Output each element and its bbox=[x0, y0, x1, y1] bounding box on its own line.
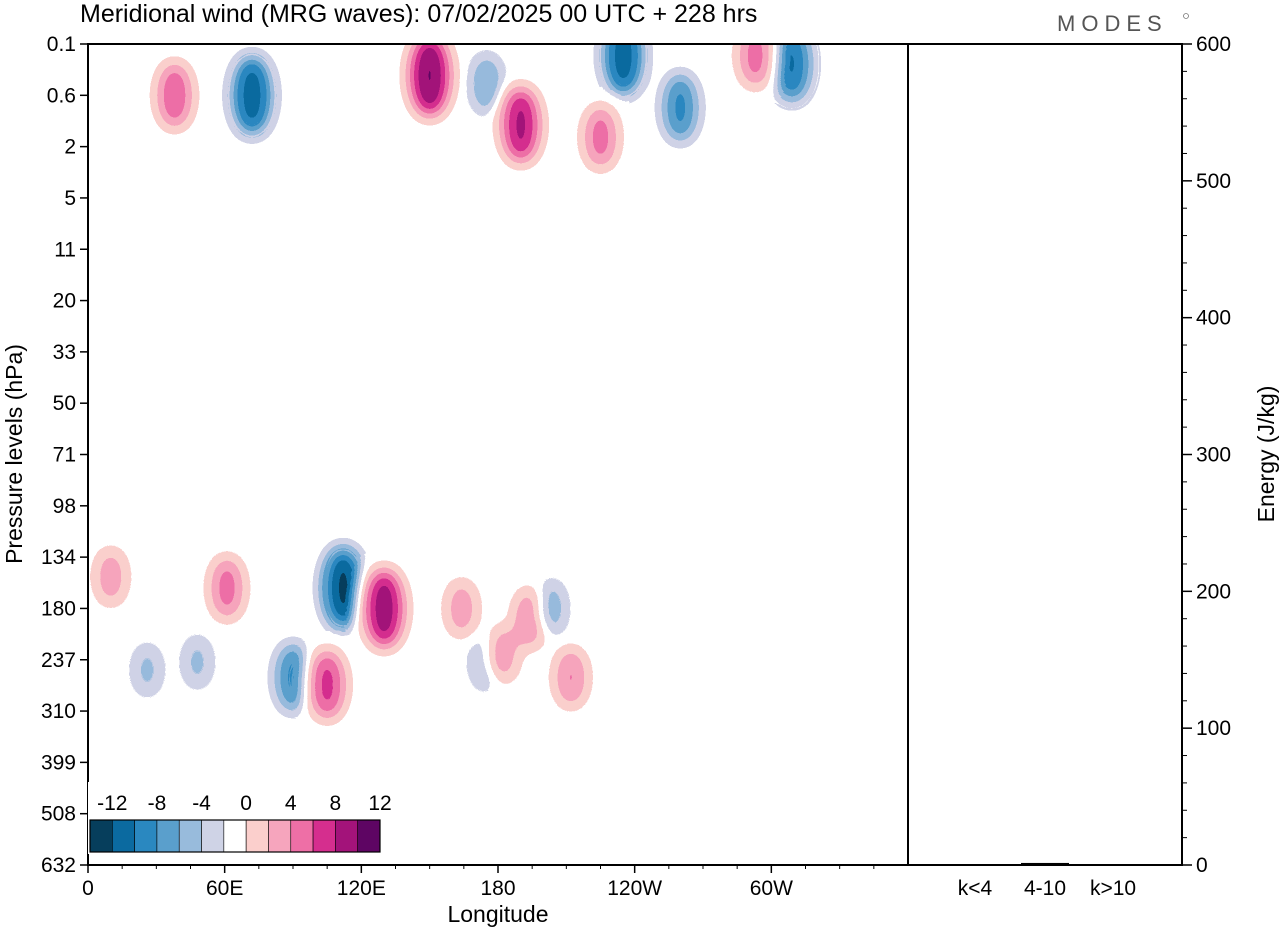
y-tick-label: 0.6 bbox=[47, 84, 76, 107]
colorbar-tick-label: -8 bbox=[148, 792, 167, 815]
wind-anomaly bbox=[211, 556, 242, 619]
y-tick-label: 5 bbox=[64, 187, 76, 210]
wind-anomaly-layer bbox=[97, 44, 810, 719]
colorbar-tick-label: 8 bbox=[330, 792, 342, 815]
wind-anomaly bbox=[134, 643, 161, 697]
x-axis: 0 60E 120E 180 120W 60W bbox=[82, 865, 875, 900]
energy-axis: 0 100 200 300 400 500 600 bbox=[1182, 33, 1231, 877]
wind-anomaly bbox=[276, 643, 310, 712]
energy-bar bbox=[951, 864, 999, 866]
colorbar-tick-label: -12 bbox=[97, 792, 127, 815]
y-tick-label: 399 bbox=[41, 751, 76, 774]
colorbar-frame bbox=[89, 819, 381, 853]
energy-bars: k<4 4-10 k>10 bbox=[951, 862, 1137, 900]
x-tick-label: 0 bbox=[82, 877, 94, 900]
colorbar-tick-label: 0 bbox=[240, 792, 252, 815]
wind-anomaly bbox=[556, 648, 586, 707]
y-tick-label: 508 bbox=[41, 803, 76, 826]
y-tick-label: 11 bbox=[54, 238, 76, 261]
y-tick-label: 33 bbox=[53, 341, 76, 364]
y-tick-label: 180 bbox=[41, 597, 76, 620]
colorbar: -12 -8 -4 0 4 8 12 bbox=[88, 782, 392, 854]
chart-title: Meridional wind (MRG waves): 07/02/2025 … bbox=[80, 0, 757, 28]
wind-anomaly bbox=[605, 44, 642, 95]
y-tick-label: 98 bbox=[53, 495, 76, 518]
energy-tick-label: 400 bbox=[1196, 307, 1231, 330]
wind-anomaly bbox=[158, 62, 191, 128]
colorbar-swatch bbox=[245, 819, 269, 853]
energy-bar bbox=[1021, 862, 1069, 865]
energy-category-label: k<4 bbox=[958, 877, 993, 900]
y-tick-label: 310 bbox=[41, 700, 76, 723]
wind-anomaly bbox=[324, 547, 362, 629]
colorbar-tick-label: -4 bbox=[192, 792, 211, 815]
x-tick-label: 60W bbox=[750, 877, 793, 900]
wind-anomaly bbox=[410, 44, 449, 117]
wind-field bbox=[88, 44, 908, 865]
colorbar-swatch bbox=[156, 819, 180, 853]
wind-anomaly bbox=[740, 44, 771, 87]
wind-anomaly bbox=[447, 580, 476, 637]
energy-bar bbox=[1089, 864, 1137, 866]
colorbar-swatch bbox=[112, 819, 135, 853]
wind-anomaly bbox=[310, 650, 344, 719]
wind-anomaly bbox=[97, 548, 125, 605]
x-tick-label: 180 bbox=[480, 877, 515, 900]
energy-tick-label: 200 bbox=[1196, 580, 1231, 603]
colorbar-swatch bbox=[335, 819, 358, 853]
energy-tick-label: 100 bbox=[1196, 717, 1231, 740]
energy-tick-label: 500 bbox=[1196, 170, 1231, 193]
energy-frame bbox=[907, 43, 1183, 866]
colorbar-swatch bbox=[89, 819, 113, 853]
energy-category-label: k>10 bbox=[1090, 877, 1136, 900]
energy-tick-label: 300 bbox=[1196, 444, 1231, 467]
x-tick-label: 60E bbox=[206, 877, 243, 900]
y-tick-label: 237 bbox=[41, 649, 76, 672]
wind-anomaly bbox=[472, 54, 501, 114]
colorbar-swatch bbox=[223, 819, 247, 853]
energy-tick-label: 600 bbox=[1196, 33, 1231, 56]
wind-anomaly bbox=[365, 569, 403, 648]
brand-logo: MODES bbox=[1057, 11, 1168, 36]
colorbar-swatch bbox=[178, 819, 202, 853]
colorbar-swatch bbox=[134, 819, 158, 853]
energy-tick-label: 0 bbox=[1196, 854, 1208, 877]
y-tick-label: 632 bbox=[41, 854, 76, 877]
colorbar-swatch bbox=[357, 819, 381, 853]
colorbar-tick-label: 12 bbox=[368, 792, 391, 815]
wind-anomaly bbox=[233, 56, 271, 135]
wind-anomaly bbox=[585, 106, 616, 169]
colorbar-swatch bbox=[312, 819, 336, 853]
x-axis-label: Longitude bbox=[447, 901, 548, 927]
y-tick-label: 50 bbox=[53, 392, 76, 415]
y-tick-label: 2 bbox=[64, 136, 76, 159]
wind-anomaly bbox=[503, 87, 539, 163]
x-tick-label: 120W bbox=[607, 877, 662, 900]
wind-anomaly bbox=[184, 636, 211, 689]
x-tick-label: 120E bbox=[337, 877, 386, 900]
brand-registered-icon bbox=[1183, 13, 1189, 19]
y-axis: 0.1 0.6 2 5 11 20 33 50 71 98 134 180 237 310 399 508 63… bbox=[41, 33, 88, 877]
wind-anomaly bbox=[488, 626, 517, 682]
colorbar-swatch bbox=[290, 819, 314, 853]
wind-anomaly bbox=[663, 73, 697, 142]
colorbar-swatch bbox=[268, 819, 292, 853]
energy-category-label: 4-10 bbox=[1024, 877, 1066, 900]
colorbar-tick-label: 4 bbox=[285, 792, 297, 815]
wind-anomaly bbox=[774, 44, 810, 102]
energy-axis-label: Energy (J/kg) bbox=[1253, 386, 1279, 523]
y-tick-label: 0.1 bbox=[47, 33, 76, 56]
y-axis-label: Pressure levels (hPa) bbox=[1, 344, 27, 564]
y-tick-label: 134 bbox=[41, 546, 76, 569]
y-tick-label: 20 bbox=[53, 290, 76, 313]
wind-anomaly bbox=[536, 580, 565, 637]
colorbar-swatch bbox=[201, 819, 225, 853]
y-tick-label: 71 bbox=[53, 444, 76, 467]
